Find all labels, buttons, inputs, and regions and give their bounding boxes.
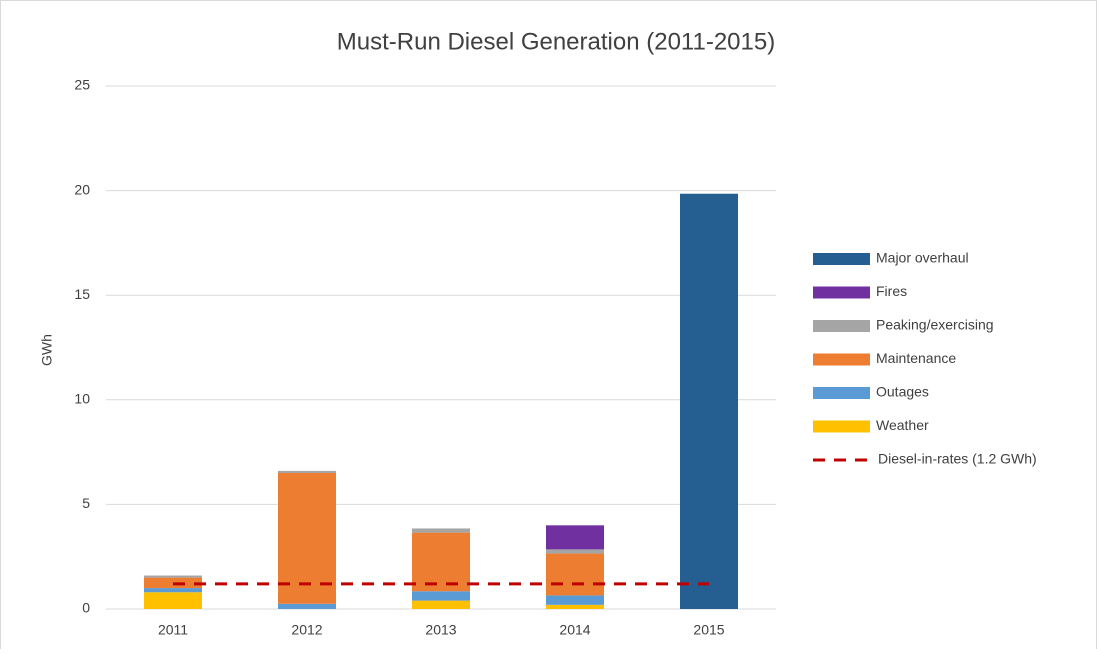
y-tick-label: 15: [74, 286, 90, 302]
y-tick-label: 20: [74, 181, 90, 197]
bar-segment: [546, 604, 604, 609]
bar-segment: [412, 532, 470, 592]
legend-label: Major overhaul: [876, 250, 969, 266]
bar-segment: [144, 588, 202, 593]
legend-swatch: [813, 353, 870, 366]
bar-segment: [278, 470, 336, 474]
legend-label: Peaking/exercising: [876, 317, 994, 333]
y-tick-label: 10: [74, 391, 90, 407]
bar-segment: [546, 549, 604, 554]
bar-segment: [278, 603, 336, 609]
legend-label: Weather: [876, 417, 929, 433]
bar-segment: [412, 528, 470, 533]
y-tick-label: 25: [74, 77, 90, 93]
bar-segment: [546, 525, 604, 550]
legend-swatch: [813, 253, 870, 265]
x-tick-label: 2011: [158, 622, 188, 638]
bar-segment: [278, 473, 336, 604]
bar-segment: [546, 553, 604, 596]
bar-segment: [412, 600, 470, 609]
bar-segment: [144, 592, 202, 609]
legend-label: Outages: [876, 384, 929, 400]
y-tick-label: 0: [82, 600, 90, 616]
legend-swatch: [813, 420, 870, 433]
legend-label: Diesel-in-rates (1.2 GWh): [878, 451, 1037, 467]
bar-segment: [144, 575, 202, 578]
legend-swatch: [813, 286, 870, 299]
legend-swatch: [813, 387, 870, 399]
y-tick-label: 5: [82, 495, 90, 511]
x-tick-label: 2012: [291, 622, 322, 638]
bar-segment: [680, 193, 738, 609]
x-tick-label: 2015: [693, 622, 724, 638]
chart-title: Must-Run Diesel Generation (2011-2015): [337, 28, 775, 55]
y-axis-label: GWh: [39, 334, 55, 366]
legend-swatch: [813, 320, 870, 332]
x-tick-label: 2014: [559, 622, 590, 638]
bar-segment: [412, 591, 470, 601]
bar-segment: [546, 595, 604, 605]
x-tick-label: 2013: [425, 622, 456, 638]
legend-label: Maintenance: [876, 350, 956, 366]
legend-label: Fires: [876, 283, 907, 299]
